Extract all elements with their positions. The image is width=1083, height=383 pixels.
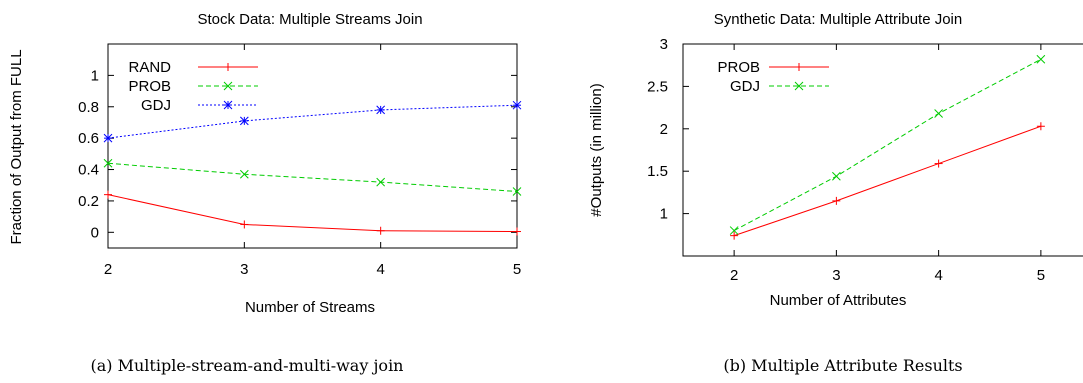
y-tick-label: 0.6 bbox=[78, 130, 99, 147]
data-point-prob bbox=[512, 187, 522, 196]
x-axis-label: Number of Attributes bbox=[770, 292, 907, 309]
x-axis-label: Number of Streams bbox=[245, 299, 375, 316]
data-point-gdj bbox=[934, 109, 943, 118]
caption: (b) Multiple Attribute Results bbox=[723, 356, 962, 375]
y-tick-label: 1 bbox=[660, 206, 668, 223]
legend: RAND PROB GDJ bbox=[128, 59, 258, 114]
y-tick-label: 0.2 bbox=[78, 193, 99, 210]
chart-title: Synthetic Data: Multiple Attribute Join bbox=[714, 11, 962, 28]
chart-synthetic-attributes: Synthetic Data: Multiple Attribute Join … bbox=[588, 11, 1083, 375]
y-tick-label: 2 bbox=[660, 121, 668, 138]
data-point-gdj bbox=[103, 133, 113, 143]
legend-marker-prob bbox=[223, 81, 233, 91]
series-lines bbox=[103, 100, 522, 236]
x-tick-label: 4 bbox=[934, 267, 942, 284]
legend: PROB GDJ bbox=[717, 59, 829, 95]
legend-marker-gdj bbox=[794, 81, 804, 91]
y-tick-label: 1 bbox=[91, 67, 99, 84]
y-tick-label: 2.5 bbox=[647, 78, 668, 95]
series-line-gdj bbox=[107, 104, 518, 139]
legend-marker-rand bbox=[224, 63, 232, 71]
legend-label-prob: PROB bbox=[128, 78, 171, 95]
x-tick-label: 3 bbox=[832, 267, 840, 284]
chart-title: Stock Data: Multiple Streams Join bbox=[197, 11, 422, 28]
legend-marker-prob bbox=[795, 63, 803, 71]
series-line-prob bbox=[107, 162, 518, 193]
series-line-gdj bbox=[733, 58, 1042, 232]
x-tick-label: 2 bbox=[730, 267, 738, 284]
plot-frame bbox=[682, 43, 1083, 257]
legend-label-rand: RAND bbox=[128, 59, 171, 76]
data-point-prob bbox=[239, 169, 249, 179]
data-point-gdj bbox=[376, 105, 386, 115]
data-point-rand bbox=[240, 220, 249, 229]
x-tick-label: 2 bbox=[104, 261, 112, 278]
y-axis-label: Fraction of Output from FULL bbox=[8, 49, 25, 244]
data-point-gdj bbox=[512, 100, 522, 110]
caption: (a) Multiple-stream-and-multi-way join bbox=[91, 356, 404, 375]
axis-ticks: 2 3 4 5 1 1.5 2 2.5 3 bbox=[647, 36, 1045, 284]
data-point-gdj bbox=[239, 116, 249, 126]
data-point-rand bbox=[513, 227, 521, 236]
data-point-prob bbox=[730, 231, 739, 240]
y-tick-label: 3 bbox=[660, 36, 668, 53]
x-tick-label: 5 bbox=[513, 261, 521, 278]
data-point-prob bbox=[103, 158, 113, 168]
data-point-prob bbox=[1036, 122, 1045, 131]
x-tick-label: 5 bbox=[1037, 267, 1045, 284]
axis-ticks: 2 3 4 5 0 0.2 0.4 0.6 0.8 1 bbox=[78, 44, 521, 278]
data-point-gdj bbox=[832, 171, 841, 181]
legend-label-gdj: GDJ bbox=[730, 78, 760, 95]
series-lines bbox=[729, 54, 1046, 240]
y-axis-label: #Outputs (in million) bbox=[588, 83, 605, 216]
y-tick-label: 0.8 bbox=[78, 99, 99, 116]
plot-frame bbox=[107, 43, 518, 249]
y-tick-label: 0 bbox=[91, 224, 99, 241]
data-point-rand bbox=[104, 190, 112, 199]
legend-label-prob: PROB bbox=[717, 59, 760, 76]
x-tick-label: 3 bbox=[240, 261, 248, 278]
data-point-prob bbox=[832, 196, 841, 205]
series-line-prob bbox=[733, 125, 1042, 237]
data-point-rand bbox=[376, 226, 385, 235]
legend-marker-gdj bbox=[223, 100, 233, 110]
y-tick-label: 1.5 bbox=[647, 163, 668, 180]
x-tick-label: 4 bbox=[376, 261, 384, 278]
y-tick-label: 0.4 bbox=[78, 162, 99, 179]
chart-stock-streams: Stock Data: Multiple Streams Join Fracti… bbox=[8, 11, 522, 375]
data-point-gdj bbox=[1036, 54, 1046, 64]
legend-label-gdj: GDJ bbox=[141, 97, 171, 114]
data-point-prob bbox=[934, 159, 943, 168]
data-point-gdj bbox=[729, 226, 739, 235]
data-point-prob bbox=[376, 177, 386, 187]
series-line-rand bbox=[107, 194, 518, 233]
